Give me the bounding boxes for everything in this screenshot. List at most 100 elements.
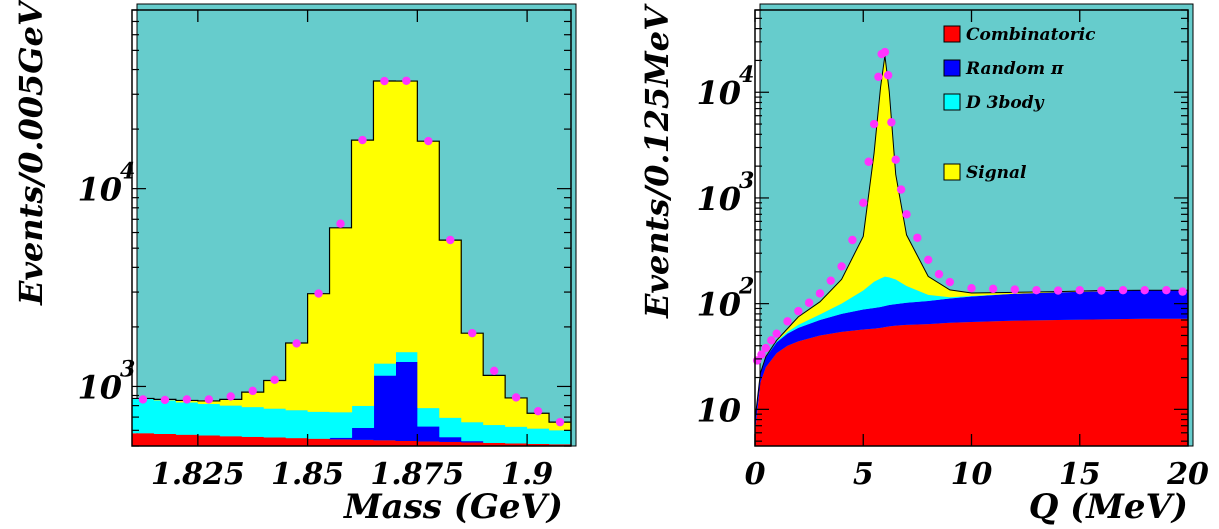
data-point	[358, 135, 367, 145]
bar-d-3body	[197, 404, 221, 436]
data-point	[913, 233, 922, 242]
bar-d-3body	[527, 428, 550, 444]
data-point	[424, 136, 433, 146]
bar-signal	[439, 240, 462, 418]
right-y-tick-label: 10	[696, 286, 741, 324]
bar-d-3body	[175, 402, 199, 435]
bar-random-pi	[373, 375, 396, 441]
bar-d-3body	[439, 417, 462, 438]
data-point	[446, 235, 455, 245]
bar-d-3body	[373, 363, 396, 376]
bar-random-pi	[439, 437, 462, 442]
data-point	[489, 366, 499, 375]
data-point	[248, 386, 257, 396]
area-random-pi	[755, 290, 1188, 433]
data-point	[767, 336, 776, 345]
bar-signal	[351, 140, 375, 406]
data-point	[336, 219, 345, 228]
right-x-tick-label: 15	[1059, 457, 1101, 492]
legend-swatch-combinatoric	[943, 25, 961, 43]
bar-d-3body	[153, 400, 177, 434]
bar-random-pi	[351, 427, 375, 440]
bar-signal	[483, 375, 506, 426]
bar-combinatoric	[197, 435, 221, 446]
data-point	[1118, 286, 1128, 295]
bar-d-3body	[329, 412, 353, 438]
bar-signal	[527, 413, 550, 429]
bar-signal	[505, 397, 528, 427]
bar-combinatoric	[285, 438, 309, 446]
bar-combinatoric	[461, 442, 484, 446]
bar-d-3body	[417, 408, 440, 427]
data-point	[874, 72, 883, 82]
bar-combinatoric	[132, 433, 155, 446]
bar-d-3body	[307, 411, 331, 439]
right-x-tick-label: 10	[951, 457, 993, 492]
bar-d-3body	[395, 352, 418, 362]
data-point	[887, 118, 896, 127]
bar-random-pi	[329, 437, 353, 440]
data-point	[869, 119, 879, 129]
right-data-points	[752, 47, 1187, 365]
right-axis-ticks	[754, 9, 1189, 446]
data-point	[555, 417, 565, 427]
bar-signal	[461, 333, 484, 423]
data-point	[1097, 286, 1106, 295]
bar-random-pi	[395, 361, 418, 441]
left-x-axis-label: Mass (GeV)	[343, 487, 563, 527]
left-stacked-bars	[132, 81, 572, 446]
data-point	[138, 395, 148, 404]
data-point	[204, 395, 214, 404]
data-point	[924, 255, 933, 264]
bar-d-3body	[263, 408, 287, 438]
data-point	[270, 375, 279, 385]
bar-d-3body	[219, 405, 243, 437]
left-axis-ticks	[132, 9, 571, 447]
right-y-tick-exponent: 3	[739, 168, 754, 194]
data-point	[314, 289, 323, 298]
left-x-tick-label: 1.9	[501, 457, 553, 492]
bar-signal	[241, 392, 265, 408]
bar-d-3body	[132, 398, 155, 434]
data-point	[533, 406, 543, 416]
data-point	[1075, 286, 1084, 295]
bar-combinatoric	[395, 440, 418, 446]
bar-random-pi	[461, 441, 484, 443]
data-point	[864, 157, 873, 166]
left-data-points	[138, 76, 565, 427]
data-point	[967, 284, 976, 293]
bar-combinatoric	[153, 433, 177, 446]
data-point	[160, 395, 170, 405]
data-point	[402, 76, 411, 85]
left-y-axis-label: Events/0.005GeV	[12, 0, 50, 306]
bar-d-3body	[483, 425, 506, 443]
right-y-tick-label: 10	[696, 180, 741, 218]
bar-d-3body	[351, 405, 375, 428]
data-point	[880, 47, 890, 57]
left-y-tick-exponent: 4	[120, 159, 135, 185]
data-point	[1010, 285, 1019, 294]
legend-label-random-pi: Random π	[965, 59, 1064, 79]
legend-swatch-signal	[943, 163, 961, 181]
bar-combinatoric	[175, 434, 199, 446]
bar-random-pi	[417, 426, 440, 442]
left-x-tick-label: 1.85	[271, 457, 344, 492]
legend-label-combinatoric: Combinatoric	[966, 25, 1096, 45]
right-y-tick-label: 10	[696, 391, 741, 429]
right-x-axis-label: Q (MeV)	[1029, 487, 1188, 527]
right-x-tick-label: 5	[853, 457, 874, 492]
data-point	[902, 210, 911, 219]
bar-combinatoric	[307, 438, 331, 446]
data-point	[883, 70, 893, 80]
data-point	[226, 392, 235, 401]
bar-d-3body	[241, 407, 265, 437]
bar-combinatoric	[527, 443, 550, 446]
bar-combinatoric	[417, 441, 440, 446]
data-point	[1140, 286, 1149, 295]
data-point	[848, 235, 857, 245]
right-x-tick-label: 0	[745, 457, 766, 492]
bar-signal	[417, 141, 440, 409]
left-y-tick-label: 10	[77, 171, 122, 209]
